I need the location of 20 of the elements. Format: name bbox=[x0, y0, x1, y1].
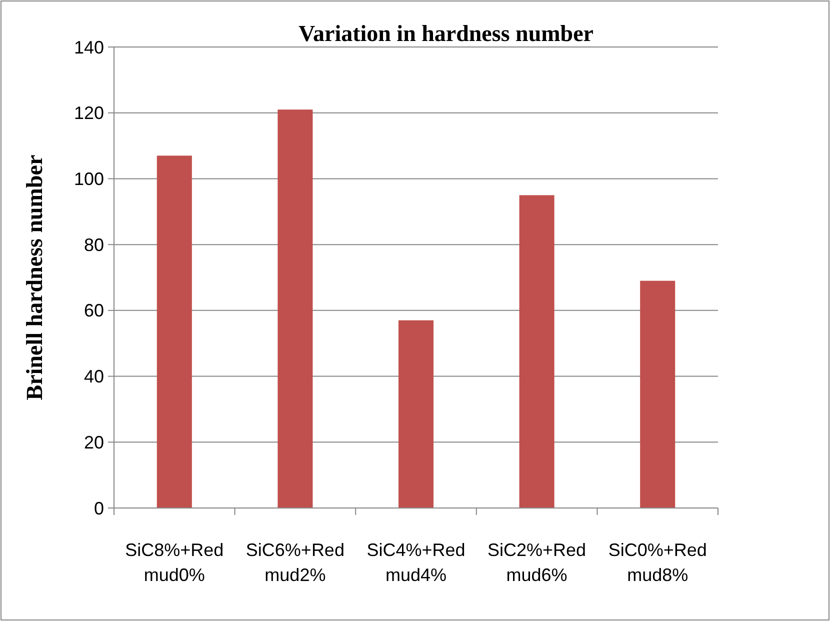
chart-title: Variation in hardness number bbox=[298, 21, 594, 46]
x-tick-label: SiC2%+Red mud6% bbox=[488, 540, 586, 585]
y-tick-label: 80 bbox=[84, 234, 104, 255]
y-tick-label: 60 bbox=[84, 300, 104, 321]
x-tick-label: SiC8%+Red mud0% bbox=[125, 540, 224, 585]
y-axis-title: Brinell hardness number bbox=[22, 154, 47, 400]
bar bbox=[519, 195, 554, 508]
x-tick-label: SiC4%+Red mud4% bbox=[366, 540, 466, 585]
y-tick-label: 100 bbox=[74, 169, 104, 190]
y-tick-label: 0 bbox=[94, 498, 104, 518]
x-tick-label: SiC6%+Red mud2% bbox=[246, 540, 344, 585]
bar bbox=[398, 320, 434, 508]
y-tick-label: 120 bbox=[74, 103, 104, 124]
y-tick-label: 140 bbox=[74, 37, 104, 58]
bar bbox=[278, 110, 313, 508]
bar bbox=[640, 280, 676, 508]
y-tick-label: 20 bbox=[84, 432, 104, 452]
bar bbox=[156, 156, 192, 508]
x-tick-label: SiC0%+Red mud8% bbox=[608, 540, 707, 585]
y-tick-label: 40 bbox=[84, 366, 104, 387]
